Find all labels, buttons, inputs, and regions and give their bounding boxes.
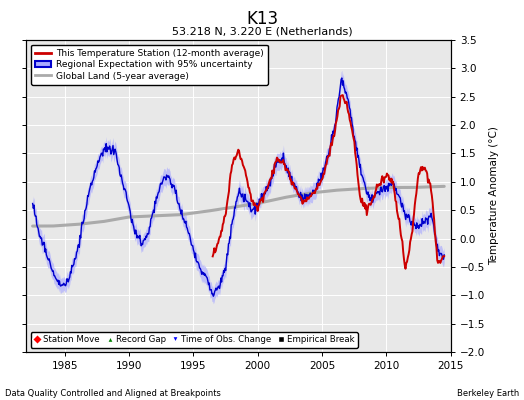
Legend: Station Move, Record Gap, Time of Obs. Change, Empirical Break: Station Move, Record Gap, Time of Obs. C… — [30, 332, 358, 348]
Text: 53.218 N, 3.220 E (Netherlands): 53.218 N, 3.220 E (Netherlands) — [172, 26, 352, 36]
Text: K13: K13 — [246, 10, 278, 28]
Y-axis label: Temperature Anomaly (°C): Temperature Anomaly (°C) — [489, 126, 499, 266]
Text: Data Quality Controlled and Aligned at Breakpoints: Data Quality Controlled and Aligned at B… — [5, 389, 221, 398]
Text: Berkeley Earth: Berkeley Earth — [456, 389, 519, 398]
